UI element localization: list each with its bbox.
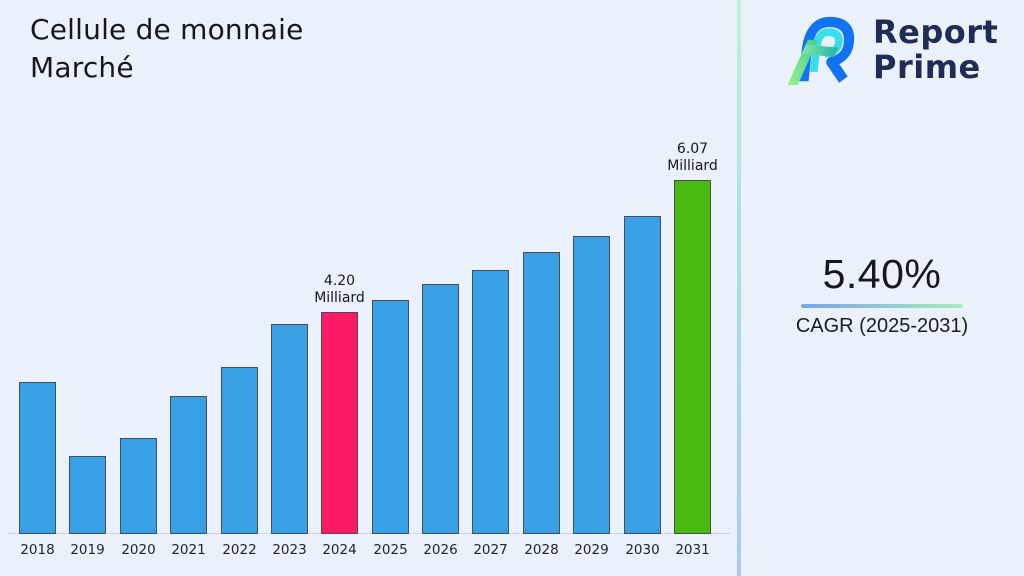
page-title-line1: Cellule de monnaie: [30, 13, 304, 46]
bar-2023: [271, 324, 308, 534]
x-tick-label-2022: 2022: [222, 542, 257, 558]
cagr-block: 5.40% CAGR (2025-2031): [740, 252, 1024, 338]
bar-2028: [523, 252, 560, 534]
x-tick-label-2023: 2023: [272, 542, 307, 558]
cagr-value: 5.40%: [822, 251, 942, 297]
x-tick-label-2019: 2019: [70, 542, 105, 558]
bar-2022: [221, 367, 258, 534]
x-tick-label-2018: 2018: [20, 542, 55, 558]
bar-2019: [69, 456, 106, 534]
logo-word-report: Report: [873, 13, 999, 51]
cagr-underline: [801, 304, 963, 308]
bar-2027: [472, 270, 509, 534]
bar-2021: [170, 396, 207, 534]
bar-2026: [422, 284, 459, 534]
vertical-gradient-divider: [737, 0, 741, 576]
bar-2020: [120, 438, 157, 534]
bar-chart: 2018 2019 2020 2021 2022 2023 2024 2025 2026 2027…: [8, 141, 730, 558]
bar-2031: [674, 180, 711, 534]
page-title: Cellule de monnaie Marché: [30, 11, 590, 87]
x-tick-label-2028: 2028: [524, 542, 559, 558]
logo-green-arm: [801, 44, 839, 58]
logo-word-prime: Prime: [873, 48, 981, 86]
x-tick-label-2020: 2020: [121, 542, 156, 558]
x-axis-line: [8, 533, 730, 534]
logo-wordmark: Report Prime: [873, 15, 998, 85]
x-tick-label-2027: 2027: [473, 542, 508, 558]
bar-2025: [372, 300, 409, 534]
bar-2029: [573, 236, 610, 534]
page-title-line2: Marché: [30, 51, 134, 84]
x-tick-label-2030: 2030: [625, 542, 660, 558]
bar-2024: [321, 312, 358, 534]
x-tick-label-2029: 2029: [574, 542, 609, 558]
x-tick-label-2025: 2025: [373, 542, 408, 558]
report-prime-logo: Report Prime: [782, 8, 998, 92]
bar-value-label-2024: 4.20 Milliard: [314, 273, 365, 306]
report-prime-logo-icon: [787, 16, 855, 86]
x-tick-label-2026: 2026: [423, 542, 458, 558]
x-tick-label-2024: 2024: [322, 542, 357, 558]
logo-blue-curve: [798, 16, 855, 83]
bar-2018: [19, 382, 56, 534]
x-tick-label-2021: 2021: [171, 542, 206, 558]
cagr-label: CAGR (2025-2031): [795, 315, 969, 337]
bar-2030: [624, 216, 661, 534]
x-tick-label-2031: 2031: [675, 542, 710, 558]
bar-value-label-2031: 6.07 Milliard: [667, 141, 718, 174]
